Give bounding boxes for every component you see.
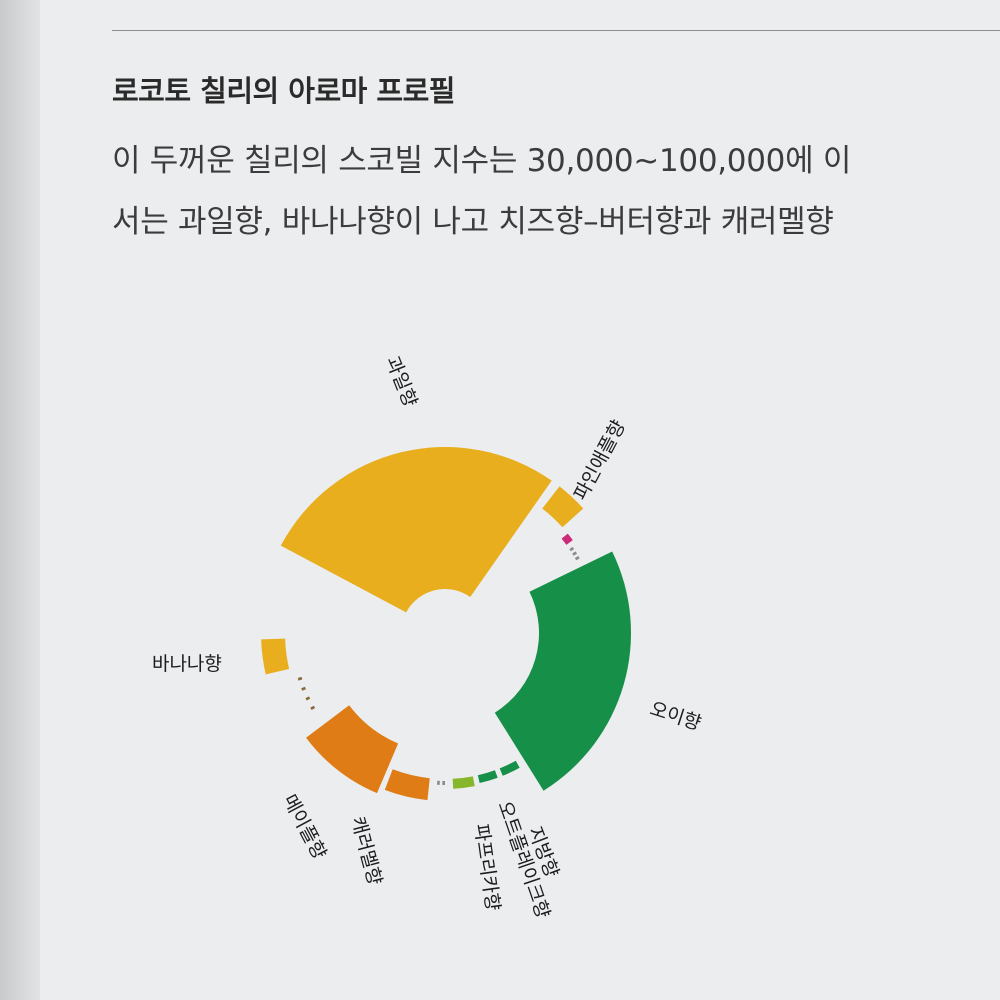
chart-segment — [442, 780, 445, 785]
segment-label: 과일향 — [381, 353, 421, 410]
chart-segment — [542, 486, 584, 528]
chart-segment — [280, 447, 552, 613]
segment-label: 파프리카향 — [470, 823, 504, 913]
chart-segment — [477, 770, 498, 784]
chart-segment — [574, 556, 580, 561]
chart-segment — [297, 676, 303, 681]
chart-segment — [499, 760, 520, 776]
body-text-line: 이 두꺼운 칠리의 스코빌 지수는 30,000~100,000에 이 — [112, 143, 852, 179]
segment-label: 메이플향 — [278, 791, 330, 863]
body-text-line: 서는 과일향, 바나나향이 나고 치즈향–버터향과 캐러멜향 — [112, 204, 834, 240]
chart-segment — [561, 533, 573, 545]
chart-segment — [301, 686, 306, 691]
chart-segment — [572, 551, 578, 556]
chart-segment — [437, 780, 440, 785]
header-rule — [112, 30, 1000, 31]
book-gutter — [0, 0, 40, 1000]
chart-segment — [452, 776, 475, 789]
chart-segment — [569, 546, 575, 552]
segment-label: 캐러멜향 — [346, 814, 385, 887]
segment-label: 오이향 — [647, 698, 704, 735]
chart-segment — [305, 696, 311, 701]
chart-segment — [384, 769, 430, 801]
chart-segment — [261, 638, 290, 675]
chart-segment — [306, 705, 399, 794]
segment-label: 바나나향 — [152, 653, 222, 675]
segment-label: 파인애플향 — [570, 417, 630, 505]
chart-segment — [494, 551, 632, 791]
section-heading: 로코토 칠리의 아로마 프로필 — [112, 74, 455, 108]
chart-segment — [310, 705, 316, 710]
